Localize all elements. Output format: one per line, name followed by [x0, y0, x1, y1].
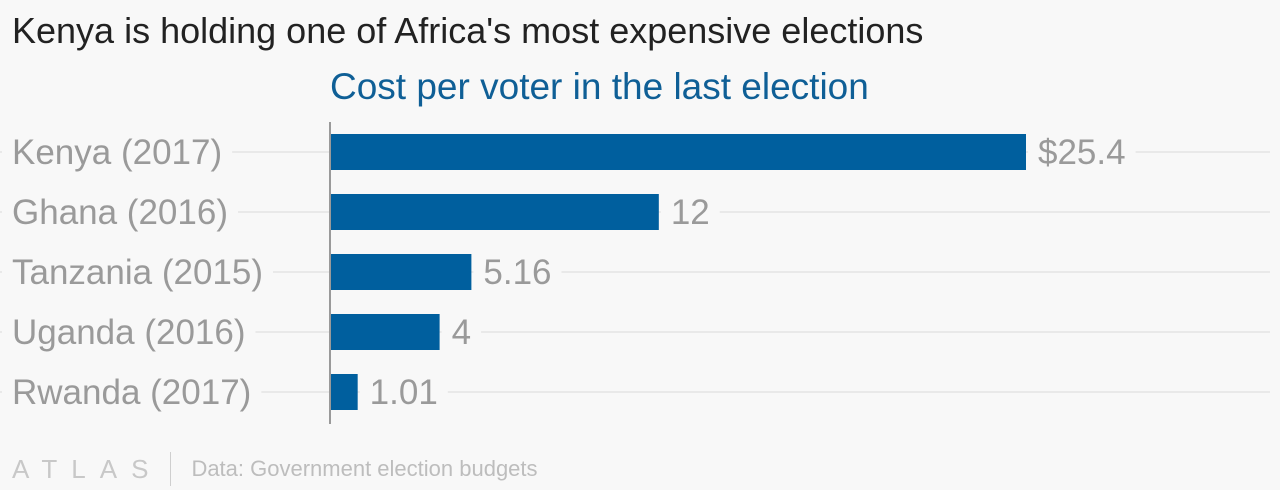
- value-label: 5.16: [483, 253, 551, 292]
- label-background: [1028, 133, 1136, 172]
- bar: [330, 254, 472, 290]
- source-note: Data: Government election budgets: [191, 456, 538, 481]
- label-background: [441, 313, 482, 352]
- label-background: [359, 373, 448, 412]
- bar: [330, 134, 1026, 170]
- category-label: Kenya (2017): [12, 133, 222, 172]
- chart-title: Kenya is holding one of Africa's most ex…: [12, 10, 924, 51]
- label-background: [2, 313, 256, 352]
- value-label: 1.01: [370, 373, 438, 412]
- category-label: Ghana (2016): [12, 193, 228, 232]
- bar: [330, 314, 440, 350]
- label-background: [2, 373, 262, 412]
- bar-chart: Kenya (2017) $25.4 Ghana (2016) 12 Tanzania …: [0, 122, 1270, 424]
- label-background: [2, 133, 233, 172]
- footer-divider: [170, 452, 172, 486]
- label-background: [660, 193, 720, 232]
- value-label: 12: [671, 193, 710, 232]
- label-background: [2, 193, 238, 232]
- chart-subtitle: Cost per voter in the last election: [330, 66, 869, 107]
- category-label: Tanzania (2015): [12, 253, 263, 292]
- category-label: Uganda (2016): [12, 313, 246, 352]
- label-background: [473, 253, 562, 292]
- atlas-logo: ATLAS: [12, 453, 163, 484]
- label-background: [2, 253, 273, 292]
- category-label: Rwanda (2017): [12, 373, 251, 412]
- value-label: 4: [452, 313, 471, 352]
- value-label: $25.4: [1038, 133, 1126, 172]
- bar: [330, 194, 659, 230]
- footer: ATLAS Data: Government election budgets: [12, 452, 538, 486]
- bar: [330, 374, 358, 410]
